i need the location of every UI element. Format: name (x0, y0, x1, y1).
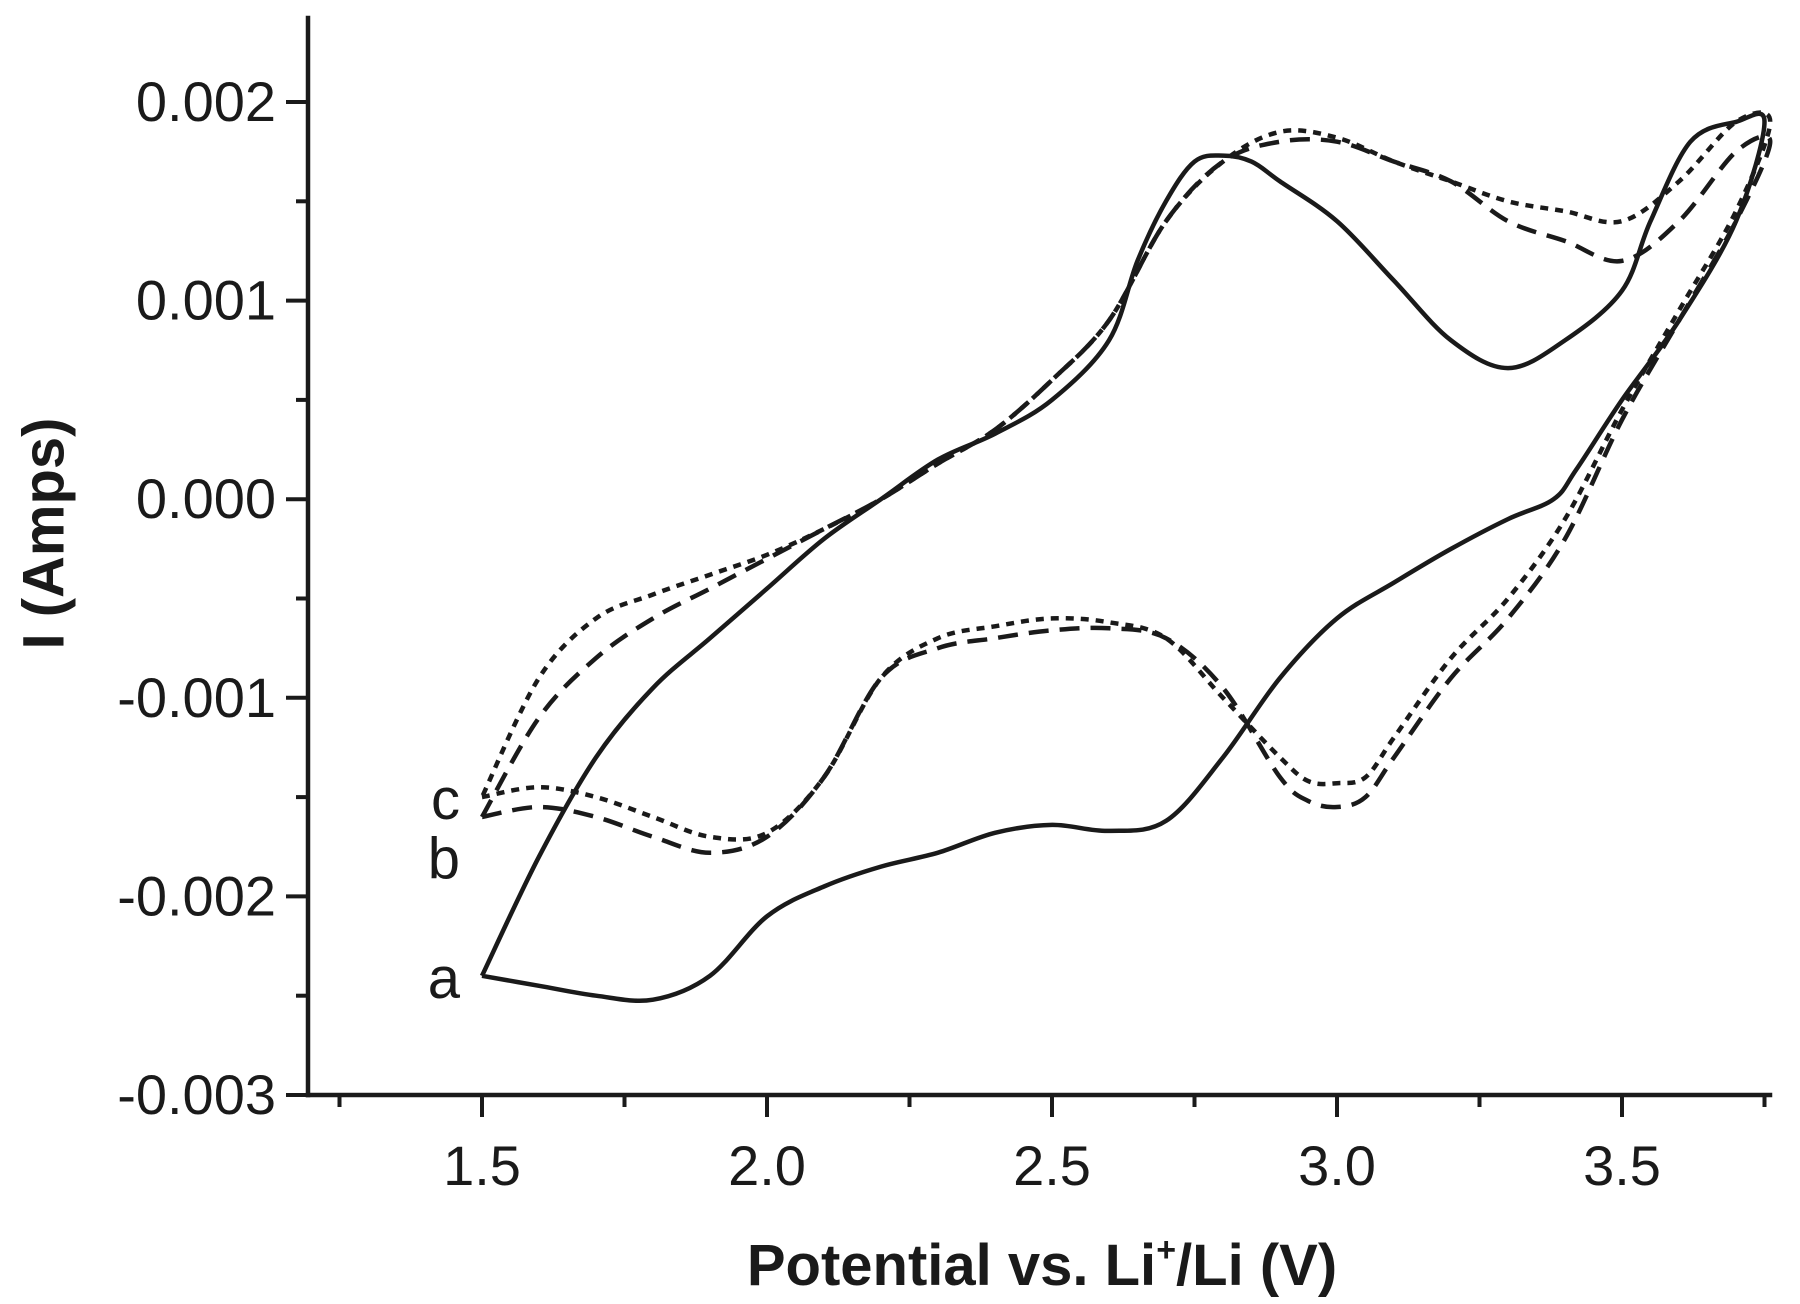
series-line-b (480, 134, 1773, 855)
x-axis-ticks: 1.5 2.0 2.5 3.0 3.5 (337, 1095, 1767, 1197)
x-axis-title-main: Potential vs. Li (747, 1233, 1156, 1298)
y-axis-title: I (Amps) (11, 418, 76, 650)
y-tick-label: -0.003 (117, 1063, 276, 1126)
curve-labels: abc (428, 767, 461, 1011)
y-tick-label: -0.001 (117, 666, 276, 729)
axes (305, 15, 1773, 1098)
x-axis-title: Potential vs. Li+/Li (V) (747, 1231, 1337, 1298)
y-tick-label: 0.002 (136, 70, 276, 133)
curve-label-a: a (428, 946, 461, 1011)
x-tick-label: 3.5 (1583, 1134, 1661, 1197)
y-axis-ticks: -0.003 -0.002 -0.001 0.000 0.001 0.002 (117, 70, 308, 1126)
y-tick-label: -0.002 (117, 864, 276, 927)
x-tick-label: 1.5 (443, 1134, 521, 1197)
x-tick-label: 3.0 (1298, 1134, 1376, 1197)
y-tick-label: 0.001 (136, 269, 276, 332)
x-tick-label: 2.5 (1013, 1134, 1091, 1197)
x-axis-title-suffix: /Li (V) (1176, 1233, 1337, 1298)
series-line-c (479, 110, 1773, 842)
x-tick-label: 2.0 (728, 1134, 806, 1197)
curve-label-c: c (431, 767, 460, 832)
x-axis-title-superscript: + (1156, 1231, 1176, 1269)
y-tick-label: 0.000 (136, 467, 276, 530)
series-lines (479, 110, 1773, 1004)
series-line-a (479, 111, 1767, 1004)
curve-label-b: b (428, 827, 460, 892)
